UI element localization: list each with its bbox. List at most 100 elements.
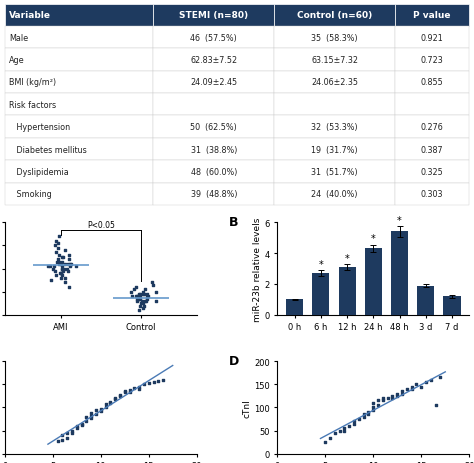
Bar bbox=[365, 249, 382, 315]
Point bbox=[50, 263, 58, 270]
Point bbox=[58, 254, 66, 261]
Point bbox=[87, 412, 95, 419]
Text: 0.387: 0.387 bbox=[421, 145, 443, 154]
FancyBboxPatch shape bbox=[5, 27, 154, 49]
Point bbox=[68, 427, 76, 434]
Point bbox=[55, 261, 63, 268]
Point bbox=[150, 378, 157, 386]
Point bbox=[64, 265, 71, 273]
Point bbox=[418, 383, 425, 390]
Point bbox=[384, 394, 392, 402]
Point bbox=[64, 429, 71, 437]
Point bbox=[135, 385, 143, 393]
Text: 24  (40.0%): 24 (40.0%) bbox=[311, 190, 358, 199]
Point bbox=[73, 422, 81, 430]
Point bbox=[82, 413, 90, 420]
Point bbox=[61, 275, 69, 282]
FancyBboxPatch shape bbox=[5, 138, 154, 161]
FancyBboxPatch shape bbox=[274, 5, 395, 27]
Bar bbox=[338, 268, 356, 315]
Point bbox=[135, 307, 142, 314]
Point bbox=[73, 425, 81, 432]
FancyBboxPatch shape bbox=[274, 72, 395, 94]
Point bbox=[121, 388, 128, 395]
Text: Hypertension: Hypertension bbox=[9, 123, 71, 132]
Point bbox=[393, 390, 401, 397]
Point bbox=[54, 438, 61, 445]
Point bbox=[54, 258, 61, 266]
FancyBboxPatch shape bbox=[5, 161, 154, 183]
Point bbox=[137, 300, 144, 307]
FancyBboxPatch shape bbox=[5, 183, 154, 206]
Text: 31  (51.7%): 31 (51.7%) bbox=[311, 168, 358, 176]
Point bbox=[144, 293, 151, 300]
Point bbox=[66, 263, 74, 270]
Point bbox=[393, 392, 401, 400]
Point bbox=[87, 410, 95, 417]
Text: P<0.05: P<0.05 bbox=[87, 220, 115, 229]
Point bbox=[132, 293, 140, 300]
Text: 31  (38.8%): 31 (38.8%) bbox=[191, 145, 237, 154]
Point bbox=[52, 272, 60, 280]
Point bbox=[139, 291, 146, 298]
Point bbox=[111, 396, 119, 403]
FancyBboxPatch shape bbox=[395, 116, 469, 138]
FancyBboxPatch shape bbox=[5, 94, 154, 116]
Point bbox=[139, 288, 146, 296]
FancyBboxPatch shape bbox=[395, 138, 469, 161]
FancyBboxPatch shape bbox=[395, 183, 469, 206]
Point bbox=[365, 411, 372, 418]
Point bbox=[61, 247, 69, 254]
Point bbox=[152, 298, 160, 305]
Text: *: * bbox=[371, 234, 376, 244]
Point bbox=[57, 270, 64, 277]
Point bbox=[130, 286, 138, 294]
FancyBboxPatch shape bbox=[154, 161, 274, 183]
Bar bbox=[444, 297, 461, 315]
Point bbox=[65, 256, 73, 263]
FancyBboxPatch shape bbox=[5, 49, 154, 72]
Point bbox=[140, 381, 148, 388]
Text: 63.15±7.32: 63.15±7.32 bbox=[311, 56, 358, 65]
Point bbox=[107, 398, 114, 406]
Text: 62.83±7.52: 62.83±7.52 bbox=[190, 56, 237, 65]
Point bbox=[138, 298, 146, 305]
Point bbox=[370, 399, 377, 407]
Text: 19  (31.7%): 19 (31.7%) bbox=[311, 145, 358, 154]
Point bbox=[68, 261, 75, 268]
Point bbox=[370, 406, 377, 413]
Point bbox=[432, 401, 439, 409]
FancyBboxPatch shape bbox=[154, 138, 274, 161]
Point bbox=[145, 380, 153, 387]
Point bbox=[116, 392, 124, 400]
Text: *: * bbox=[319, 259, 323, 269]
Text: 48  (60.0%): 48 (60.0%) bbox=[191, 168, 237, 176]
Point bbox=[341, 427, 348, 434]
Point bbox=[51, 268, 58, 275]
Point bbox=[68, 429, 76, 437]
Point bbox=[44, 263, 52, 270]
Point bbox=[66, 261, 73, 268]
Text: 50  (62.5%): 50 (62.5%) bbox=[191, 123, 237, 132]
Point bbox=[55, 251, 63, 259]
Point bbox=[374, 401, 382, 409]
Point bbox=[136, 302, 144, 310]
FancyBboxPatch shape bbox=[274, 94, 395, 116]
Point bbox=[57, 261, 65, 268]
Text: 24.09±2.45: 24.09±2.45 bbox=[190, 78, 237, 87]
Point bbox=[58, 258, 65, 266]
Y-axis label: miR-23b relative levels: miR-23b relative levels bbox=[253, 217, 262, 321]
Point bbox=[65, 284, 73, 291]
Point bbox=[92, 411, 100, 418]
Point bbox=[56, 270, 64, 277]
Point bbox=[143, 291, 151, 298]
Point bbox=[72, 263, 80, 270]
Text: *: * bbox=[397, 215, 402, 225]
Text: Risk factors: Risk factors bbox=[9, 100, 56, 110]
Point bbox=[87, 414, 95, 422]
Point bbox=[116, 391, 124, 399]
FancyBboxPatch shape bbox=[154, 27, 274, 49]
Point bbox=[134, 295, 141, 303]
Text: BMI (kg/m²): BMI (kg/m²) bbox=[9, 78, 56, 87]
Bar bbox=[417, 286, 434, 315]
